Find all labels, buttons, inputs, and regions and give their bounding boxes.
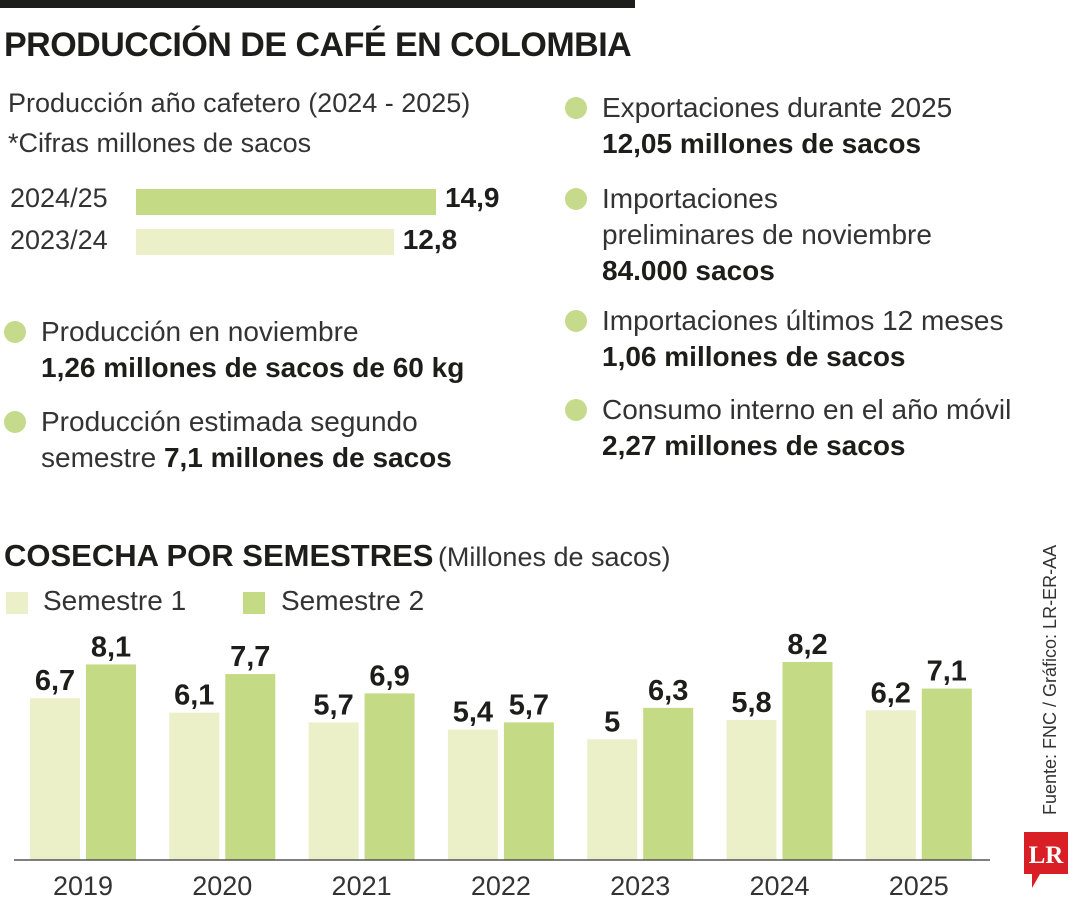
bar-value-label: 5,8	[731, 687, 771, 719]
bar-value-label: 6,7	[35, 665, 75, 697]
fact-highlight: 2,27 millones de sacos	[602, 430, 906, 461]
fact-line: 84.000 sacos	[602, 253, 932, 289]
x-tick-label: 2025	[889, 871, 949, 900]
bar-semestre-2	[86, 664, 136, 860]
bar-semestre-2	[921, 688, 972, 860]
bar-value-label: 7,1	[927, 656, 967, 688]
x-tick-label: 2022	[471, 871, 531, 900]
fact-line: 1,06 millones de sacos	[602, 339, 1004, 375]
fact-text: Exportaciones durante 2025	[602, 92, 953, 123]
logo-text: LR	[1029, 842, 1065, 869]
fact-line: Producción en noviembre	[41, 314, 464, 350]
bar-semestre-2	[364, 693, 415, 860]
top-rule	[0, 0, 635, 8]
x-tick-label: 2023	[610, 871, 670, 900]
x-tick-label: 2020	[192, 871, 252, 900]
fact-text: Consumo interno en el año móvil	[602, 394, 1012, 425]
annual-bar-label: 2023/24	[10, 225, 108, 255]
x-tick-label: 2021	[332, 871, 392, 900]
bar-value-label: 7,7	[230, 641, 270, 673]
bar-semestre-2	[643, 707, 694, 860]
fact-line: semestre 7,1 millones de sacos	[41, 440, 452, 476]
fact-text: Importaciones últimos 12 meses	[602, 305, 1004, 336]
bar-semestre-1	[308, 722, 359, 860]
bullet-dot-icon	[565, 97, 587, 119]
bar-value-label: 5	[604, 706, 620, 738]
bar-semestre-1	[169, 712, 220, 860]
bar-semestre-1	[865, 710, 916, 860]
bar-value-label: 6,9	[369, 660, 409, 692]
bar-value-label: 6,3	[648, 675, 688, 707]
bar-value-label: 6,1	[174, 680, 214, 712]
bar-value-label: 8,1	[91, 631, 131, 663]
bar-semestre-1	[726, 719, 777, 860]
fact-text: Importaciones	[602, 183, 778, 214]
page-title: PRODUCCIÓN DE CAFÉ EN COLOMBIA	[4, 26, 632, 64]
fact-highlight: 7,1 millones de sacos	[163, 442, 452, 473]
chart-title-main: COSECHA POR SEMESTRES	[4, 538, 434, 573]
fact-line: 12,05 millones de sacos	[602, 126, 952, 162]
bullet-dot-icon	[565, 188, 587, 210]
bar-semestre-1	[587, 739, 638, 860]
legend-swatch-semestre-2	[243, 592, 265, 614]
annual-note: *Cifras millones de sacos	[8, 128, 312, 158]
fact-highlight: 84.000 sacos	[602, 255, 775, 286]
lr-logo-icon: LR	[1024, 832, 1068, 888]
fact-line: 1,26 millones de sacos de 60 kg	[41, 350, 464, 386]
bar-semestre-1	[447, 729, 498, 860]
bullet-dot-icon	[4, 321, 26, 343]
bar-semestre-2	[782, 662, 833, 860]
bar-semestre-2	[225, 674, 276, 860]
chart-title-unit: (Millones de sacos)	[437, 542, 671, 572]
fact-text: preliminares de noviembre	[602, 219, 932, 250]
fact-line: preliminares de noviembre	[602, 217, 932, 253]
bar-semestre-2	[503, 722, 554, 860]
chart-title: COSECHA POR SEMESTRES (Millones de sacos…	[4, 538, 671, 574]
annual-bar-label: 2024/25	[10, 183, 108, 213]
bar-value-label: 5,4	[453, 697, 493, 729]
fact-text: Producción en noviembre	[41, 316, 359, 347]
fact-text: Producción estimada segundo	[41, 406, 418, 437]
x-tick-label: 2024	[749, 871, 809, 900]
annual-bar	[136, 229, 394, 255]
fact-line: Importaciones últimos 12 meses	[602, 303, 1004, 339]
bullet-dot-icon	[565, 310, 587, 332]
legend-label-semestre-2: Semestre 2	[281, 585, 425, 616]
bar-value-label: 6,2	[871, 677, 911, 709]
fact-line: 2,27 millones de sacos	[602, 428, 1011, 464]
annual-bar-value: 12,8	[402, 224, 458, 255]
annual-bar	[136, 189, 436, 215]
fact-line: Exportaciones durante 2025	[602, 90, 952, 126]
source-note: Fuente: FNC / Gráfico: LR-ER-AA	[1040, 544, 1060, 815]
x-tick-label: 2019	[53, 871, 113, 900]
legend-swatch-semestre-1	[6, 592, 28, 614]
fact-line: Consumo interno en el año móvil	[602, 392, 1011, 428]
annual-subtitle: Producción año cafetero (2024 - 2025)	[8, 88, 471, 118]
fact-highlight: 1,06 millones de sacos	[602, 341, 906, 372]
bar-semestre-1	[30, 698, 80, 860]
bullet-dot-icon	[4, 411, 26, 433]
bar-value-label: 5,7	[509, 689, 549, 721]
fact-line: Producción estimada segundo	[41, 404, 452, 440]
legend-label-semestre-1: Semestre 1	[43, 585, 187, 616]
annual-bar-value: 14,9	[445, 182, 500, 213]
fact-highlight: 1,26 millones de sacos de 60 kg	[41, 352, 465, 383]
bar-value-label: 5,7	[313, 689, 353, 721]
semester-bar-chart: 6,7 8,1 2019 6,1 7,7 2020 5,7 6,9 2021 5,4 5,7 2022…	[14, 629, 990, 900]
fact-line: Importaciones	[602, 181, 932, 217]
bar-value-label: 8,2	[787, 629, 827, 661]
fact-text: semestre	[41, 442, 164, 473]
bullet-dot-icon	[565, 399, 587, 421]
fact-highlight: 12,05 millones de sacos	[602, 128, 922, 159]
